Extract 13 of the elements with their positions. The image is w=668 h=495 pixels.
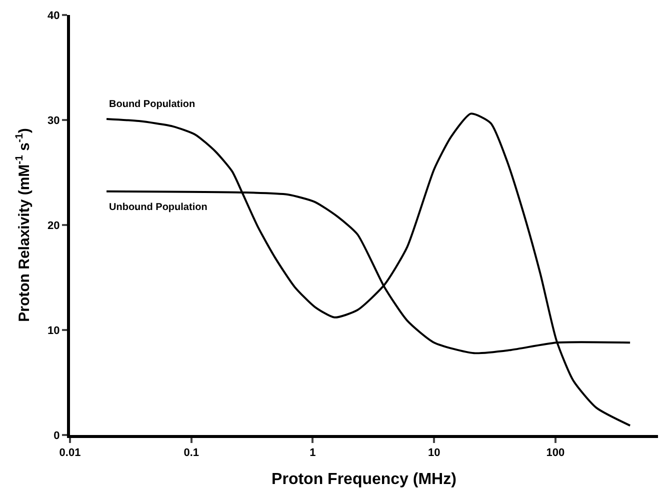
x-tick-label: 1 [310,447,316,460]
x-tick-label: 0.1 [184,447,200,460]
y-tick-label: 30 [48,114,60,127]
x-tick-label: 100 [546,447,565,460]
annotation: Unbound Population [109,202,208,213]
y-tick-label: 40 [48,10,60,22]
y-tick-label: 20 [48,220,60,232]
y-tick-label: 10 [48,324,60,337]
x-tick-label: 10 [428,447,440,460]
y-tick-label: 0 [54,430,60,442]
x-axis-title: Proton Frequency (MHz) [272,470,456,488]
annotation: Bound Population [109,99,196,110]
x-tick-label: 0.01 [59,447,81,460]
